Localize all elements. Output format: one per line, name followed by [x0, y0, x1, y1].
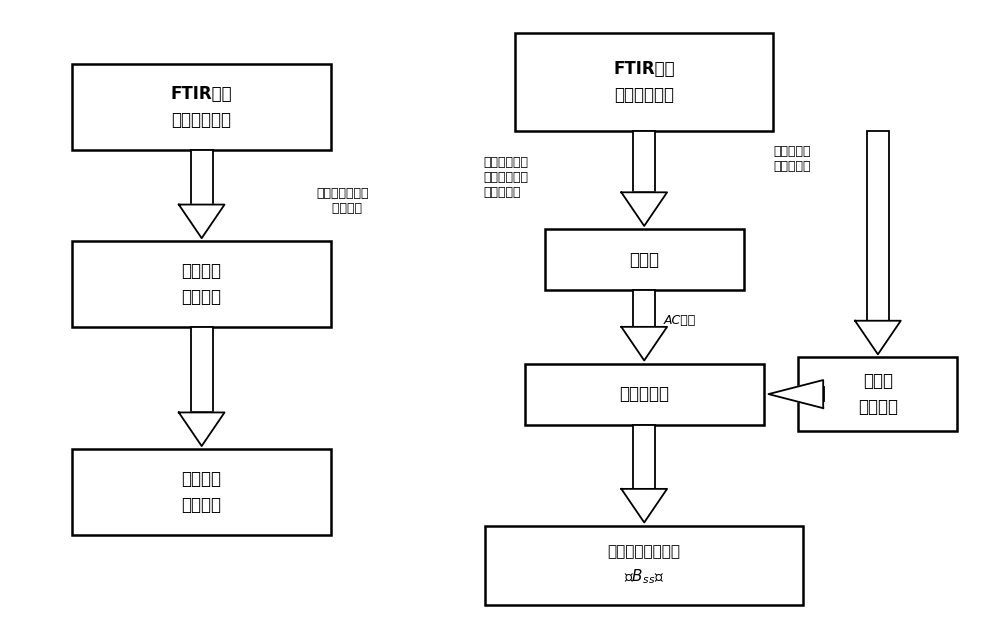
Text: 激光光路中
移入斩波器: 激光光路中 移入斩波器	[773, 145, 811, 173]
Bar	[72, 64, 331, 149]
Text: 光调制热发射信号
（$B_{ss}$）: 光调制热发射信号 （$B_{ss}$）	[608, 544, 681, 586]
Bar	[485, 526, 803, 605]
Bar	[867, 131, 889, 321]
Bar	[633, 131, 655, 193]
Bar	[633, 424, 655, 489]
Bar	[798, 357, 957, 431]
Text: 移开激光光路中
    的斩波器: 移开激光光路中 的斩波器	[316, 188, 369, 215]
Text: 探测器: 探测器	[629, 251, 659, 268]
Text: 斩波器
参考信号: 斩波器 参考信号	[858, 372, 898, 416]
Bar	[72, 449, 331, 535]
Text: 优化样品
相关光路: 优化样品 相关光路	[182, 262, 222, 306]
Polygon shape	[621, 193, 667, 226]
Polygon shape	[855, 321, 901, 354]
Bar	[191, 149, 213, 205]
Polygon shape	[179, 205, 225, 238]
Bar	[525, 363, 764, 424]
Text: 锁相放大器: 锁相放大器	[619, 385, 669, 403]
Bar	[545, 229, 744, 290]
Polygon shape	[179, 412, 225, 446]
Text: FTIR置于
步进扫描状态: FTIR置于 步进扫描状态	[613, 60, 675, 104]
Polygon shape	[621, 489, 667, 523]
Text: 探测器和电路
控制板间接入
锁相放大器: 探测器和电路 控制板间接入 锁相放大器	[483, 155, 528, 199]
Bar	[72, 241, 331, 327]
Bar	[191, 327, 213, 412]
Bar	[515, 33, 773, 131]
Polygon shape	[769, 380, 823, 408]
Text: 监测信号
达到极大: 监测信号 达到极大	[182, 470, 222, 514]
Polygon shape	[621, 327, 667, 360]
Text: AC耦合: AC耦合	[664, 314, 696, 327]
Text: FTIR置于
连续扫描状态: FTIR置于 连续扫描状态	[171, 85, 232, 129]
Bar	[633, 290, 655, 327]
